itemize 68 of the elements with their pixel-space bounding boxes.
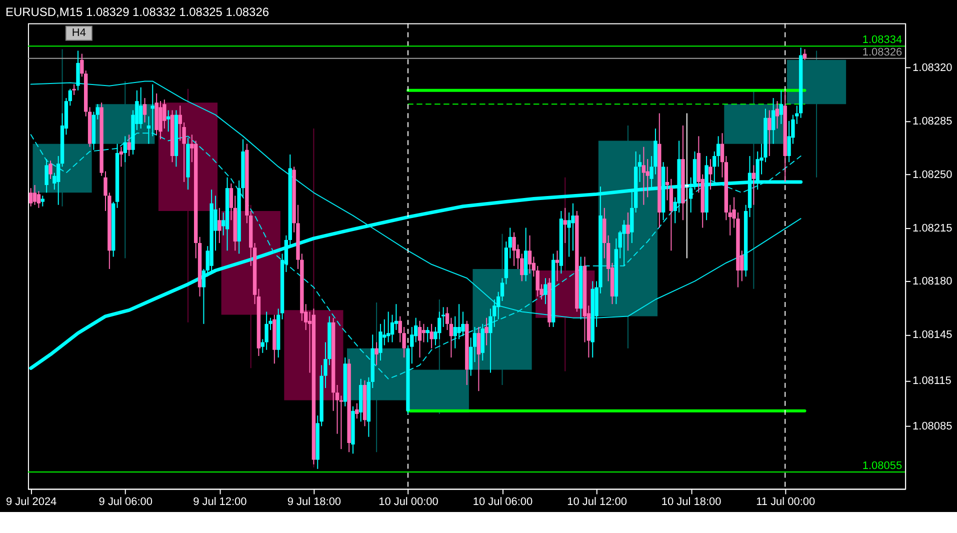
y-tick-label: 1.08085 (912, 420, 952, 433)
candlestick (218, 207, 222, 244)
y-tick-label: 1.08215 (912, 222, 952, 234)
candlestick (536, 265, 540, 297)
candlestick (142, 98, 147, 123)
ref-line-label: 1.08326 (862, 46, 902, 58)
candlestick (563, 207, 567, 244)
x-tick-label: 9 Jul 12:00 (193, 496, 247, 508)
candlestick (484, 317, 488, 346)
candlestick (626, 212, 630, 252)
candlestick (555, 250, 560, 282)
candlestick (355, 402, 359, 420)
candlestick (528, 234, 532, 274)
annotation: H4 (72, 27, 86, 40)
candlestick (374, 342, 378, 366)
candlestick (150, 84, 154, 137)
candlestick (386, 311, 390, 343)
candlestick (622, 220, 626, 266)
candlestick (708, 158, 712, 190)
x-tick-label: 9 Jul 06:00 (98, 496, 152, 508)
candlestick (802, 48, 807, 60)
candlestick (119, 146, 124, 168)
candlestick (40, 195, 44, 207)
x-tick-label: 10 Jul 18:00 (661, 496, 722, 508)
candlestick (127, 134, 131, 157)
candlestick (378, 323, 382, 362)
candlestick (76, 50, 80, 91)
candlestick (468, 337, 473, 376)
candlestick (512, 232, 516, 266)
candlestick (48, 160, 52, 180)
x-tick-label: 10 Jul 12:00 (567, 496, 627, 508)
candlestick (29, 188, 33, 207)
candlestick (166, 110, 170, 132)
candlestick (422, 323, 426, 343)
candlestick (544, 278, 548, 305)
x-tick-label: 9 Jul 2024 (6, 496, 57, 508)
candlestick (771, 98, 776, 144)
candlestick (752, 164, 756, 206)
y-tick-label: 1.08320 (912, 62, 952, 74)
y-tick-label: 1.08145 (912, 329, 952, 342)
candlestick (44, 158, 48, 194)
candlestick (646, 158, 650, 198)
y-tick-label: 1.08285 (912, 115, 952, 128)
candlestick (32, 184, 37, 206)
ref-line-label: 1.08055 (862, 460, 902, 472)
candlestick (418, 320, 422, 358)
y-tick-label: 1.08115 (912, 374, 952, 387)
candlestick (779, 90, 784, 124)
candlestick (642, 146, 646, 206)
x-tick-label: 11 Jul 00:00 (756, 496, 816, 508)
x-tick-label: 10 Jul 06:00 (472, 496, 533, 508)
candlestick (426, 326, 430, 343)
candlestick (430, 323, 434, 349)
candlestick (264, 311, 268, 350)
candlestick (72, 84, 76, 96)
candlestick (775, 100, 780, 130)
y-tick-label: 1.08250 (912, 168, 952, 181)
x-tick-label: 9 Jul 18:00 (287, 496, 342, 508)
candlestick (139, 86, 143, 130)
candlestick (476, 326, 481, 392)
candlestick (123, 136, 127, 163)
x-tick-label: 10 Jul 00:00 (378, 496, 438, 508)
candlestick (685, 112, 689, 259)
y-tick-label: 1.08180 (912, 276, 952, 288)
candlestick (457, 304, 461, 340)
ref-line-label: 1.08334 (862, 34, 902, 46)
candlestick (768, 110, 772, 157)
chart-title: EURUSD,M15 1.08329 1.08332 1.08325 1.08326 (5, 4, 270, 19)
